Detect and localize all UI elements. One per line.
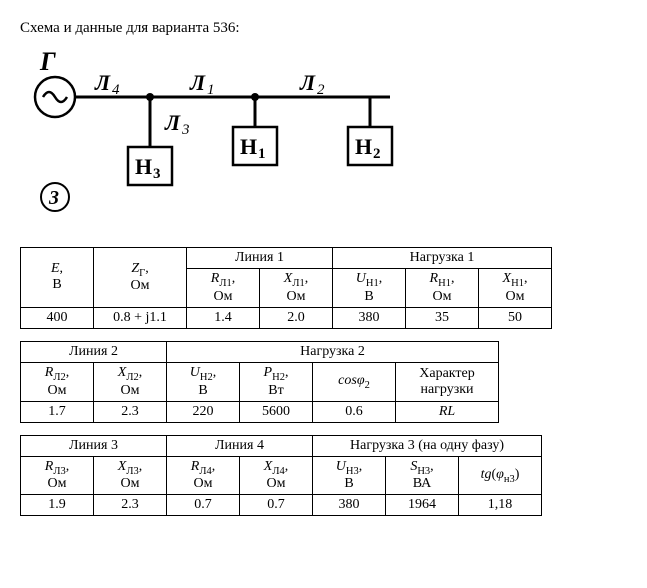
val-XL3: 2.3 bbox=[94, 495, 167, 516]
svg-text:3: 3 bbox=[181, 122, 190, 138]
svg-text:4: 4 bbox=[112, 82, 120, 98]
val-tg: 1,18 bbox=[459, 495, 542, 516]
svg-text:Л: Л bbox=[94, 70, 111, 95]
title: Схема и данные для варианта 536: bbox=[20, 20, 627, 37]
svg-text:3: 3 bbox=[153, 166, 161, 182]
val-XL4: 0.7 bbox=[240, 495, 313, 516]
svg-text:Л: Л bbox=[299, 70, 316, 95]
svg-text:2: 2 bbox=[317, 82, 325, 98]
th-line3: Линия 3 bbox=[21, 435, 167, 456]
val-XL1: 2.0 bbox=[260, 307, 333, 328]
val-RL1: 1.4 bbox=[187, 307, 260, 328]
svg-text:2: 2 bbox=[373, 146, 381, 162]
val-E: 400 bbox=[21, 307, 94, 328]
val-RL2: 1.7 bbox=[21, 401, 94, 422]
th-load2: Нагрузка 2 bbox=[167, 341, 499, 362]
table-1: E,В ZГ,Ом Линия 1 Нагрузка 1 RЛ1,Ом XЛ1,… bbox=[20, 247, 552, 329]
th-line2: Линия 2 bbox=[21, 341, 167, 362]
th-load1: Нагрузка 1 bbox=[333, 248, 552, 269]
svg-text:Л: Л bbox=[189, 70, 206, 95]
val-XL2: 2.3 bbox=[94, 401, 167, 422]
svg-text:1: 1 bbox=[207, 82, 215, 98]
svg-text:Н: Н bbox=[355, 134, 372, 159]
th-line1: Линия 1 bbox=[187, 248, 333, 269]
val-UH2: 220 bbox=[167, 401, 240, 422]
val-char: RL bbox=[396, 401, 499, 422]
val-UH1: 380 bbox=[333, 307, 406, 328]
val-Z: 0.8 + j1.1 bbox=[113, 310, 167, 325]
svg-text:Н: Н bbox=[135, 154, 152, 179]
svg-text:Н: Н bbox=[240, 134, 257, 159]
val-PH2: 5600 bbox=[240, 401, 313, 422]
svg-text:3: 3 bbox=[48, 187, 59, 209]
svg-text:Г: Г bbox=[39, 52, 56, 76]
th-line4: Линия 4 bbox=[167, 435, 313, 456]
svg-text:Л: Л bbox=[164, 110, 181, 135]
circuit-diagram: Г Л 4 Л 1 Л 2 Л 3 Н 3 bbox=[20, 52, 627, 227]
val-RH1: 35 bbox=[406, 307, 479, 328]
val-SH3: 1964 bbox=[386, 495, 459, 516]
th-load3: Нагрузка 3 (на одну фазу) bbox=[313, 435, 542, 456]
val-cos: 0.6 bbox=[313, 401, 396, 422]
val-RL3: 1.9 bbox=[21, 495, 94, 516]
table-3: Линия 3 Линия 4 Нагрузка 3 (на одну фазу… bbox=[20, 435, 542, 517]
val-RL4: 0.7 bbox=[167, 495, 240, 516]
val-UH3: 380 bbox=[313, 495, 386, 516]
svg-text:1: 1 bbox=[258, 146, 266, 162]
val-XH1: 50 bbox=[479, 307, 552, 328]
table-2: Линия 2 Нагрузка 2 RЛ2,Ом XЛ2,Ом UН2,В P… bbox=[20, 341, 499, 423]
